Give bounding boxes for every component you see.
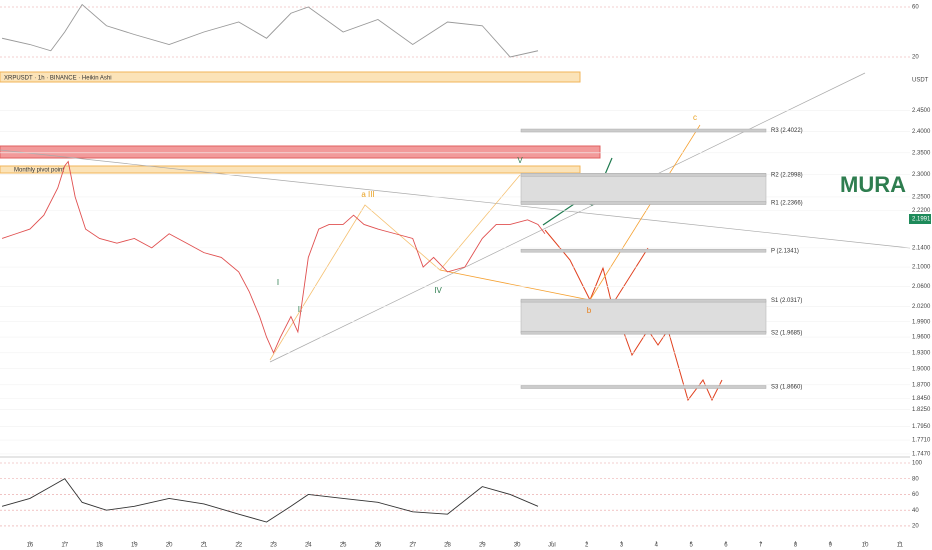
x-tick-label: 22 (235, 543, 242, 549)
x-tick-label: 4 (655, 543, 659, 549)
y-tick-label: 60 (912, 5, 919, 11)
x-tick-label: 24 (305, 543, 312, 549)
x-tick-label: 28 (444, 543, 451, 549)
y-tick-label: 1.9600 (912, 335, 931, 341)
x-tick-label: 8 (794, 543, 798, 549)
wave-label: a III (361, 190, 374, 199)
pivot-box (520, 174, 767, 204)
header-band (0, 71, 581, 83)
y-tick-label: 60 (912, 492, 919, 498)
x-tick-label: 16 (27, 543, 34, 549)
red-zone (0, 145, 601, 159)
pivot-level (520, 201, 767, 205)
zone-label: Monthly pivot point (14, 168, 64, 174)
wave-label: V (517, 156, 523, 165)
x-tick-label: 30 (514, 543, 521, 549)
pivot-level (520, 173, 767, 177)
pivot-zone (0, 165, 581, 174)
watermark: MURA (840, 172, 906, 197)
trend-line (0, 149, 911, 249)
x-tick-label: 26 (375, 543, 382, 549)
pivot-label: R1 (2.2366) (771, 201, 803, 207)
y-tick-label: 2.1400 (912, 245, 931, 251)
x-tick-label: 6 (724, 543, 728, 549)
y-tick-label: 1.9300 (912, 350, 931, 356)
header: XRPUSDT · 1h · BINANCE · Heikin Ashi (4, 76, 112, 82)
y-tick-label: 2.0200 (912, 304, 931, 310)
y-tick-label: 2.3000 (912, 172, 931, 178)
series-line (1, 3, 539, 58)
y-tick-label: 1.7950 (912, 424, 931, 430)
y-tick-label: 2.0600 (912, 284, 931, 290)
y-tick-label: 20 (912, 55, 919, 61)
pivot-label: R2 (2.2998) (771, 172, 803, 178)
x-tick-label: 17 (61, 543, 68, 549)
last-price: 2.1991 (912, 217, 931, 223)
x-tick-label: 9 (829, 543, 833, 549)
wave-label: b (587, 306, 592, 315)
x-tick-label: 21 (201, 543, 208, 549)
y-tick-label: 2.2500 (912, 195, 931, 201)
y-tick-label: 100 (912, 461, 923, 467)
y-tick-label: 40 (912, 508, 919, 514)
x-tick-label: 3 (620, 543, 624, 549)
unit-label: USDT (912, 78, 929, 84)
pivot-label: S2 (1.9685) (771, 330, 802, 336)
pivot-label: S1 (2.0317) (771, 298, 802, 304)
x-tick-label: 5 (689, 543, 693, 549)
y-tick-label: 1.9900 (912, 319, 931, 325)
y-tick-label: 1.8250 (912, 407, 931, 413)
x-tick-label: 23 (270, 543, 277, 549)
wave-label: I (277, 278, 279, 287)
y-tick-label: 2.3500 (912, 150, 931, 156)
series-line (1, 160, 546, 354)
pivot-box (520, 300, 767, 334)
wave-label: II (298, 305, 302, 314)
pivot-level (520, 298, 767, 303)
wave-path (269, 174, 521, 361)
projection-red (544, 229, 649, 307)
y-tick-label: 2.4500 (912, 108, 931, 114)
wave-label: IV (434, 286, 442, 295)
y-tick-label: 1.7710 (912, 438, 931, 444)
background (0, 0, 910, 550)
wave-label: c (693, 113, 697, 122)
y-tick-label: 20 (912, 524, 919, 530)
x-tick-label: 25 (340, 543, 347, 549)
y-tick-label: 2.4000 (912, 129, 931, 135)
x-tick-label: 27 (409, 543, 416, 549)
y-tick-label: 1.9000 (912, 366, 931, 372)
y-tick-label: 1.8450 (912, 396, 931, 402)
x-tick-label: 18 (96, 543, 103, 549)
x-tick-label: 20 (166, 543, 173, 549)
y-tick-label: 1.7470 (912, 452, 931, 458)
pivot-label: S3 (1.8660) (771, 385, 802, 391)
series-line (1, 478, 539, 523)
x-tick-label: 10 (862, 543, 869, 549)
pivot-label: P (2.1341) (771, 248, 799, 254)
y-tick-label: 2.1000 (912, 265, 931, 271)
price-tag (909, 214, 931, 224)
x-tick-label: 11 (897, 543, 904, 549)
x-tick-label: 19 (131, 543, 138, 549)
pivot-level (520, 385, 767, 389)
x-tick-label: 2 (585, 543, 589, 549)
trend-line (269, 72, 866, 363)
y-tick-label: 80 (912, 476, 919, 482)
pivot-level (520, 330, 767, 335)
x-tick-label: Jul (548, 543, 556, 549)
x-tick-label: 29 (479, 543, 486, 549)
y-tick-label: 1.8700 (912, 382, 931, 388)
pivot-label: R3 (2.4022) (771, 128, 803, 134)
x-tick-label: 7 (759, 543, 763, 549)
y-tick-label: 2.2200 (912, 208, 931, 214)
pivot-level (520, 128, 767, 133)
pivot-level (520, 248, 767, 253)
